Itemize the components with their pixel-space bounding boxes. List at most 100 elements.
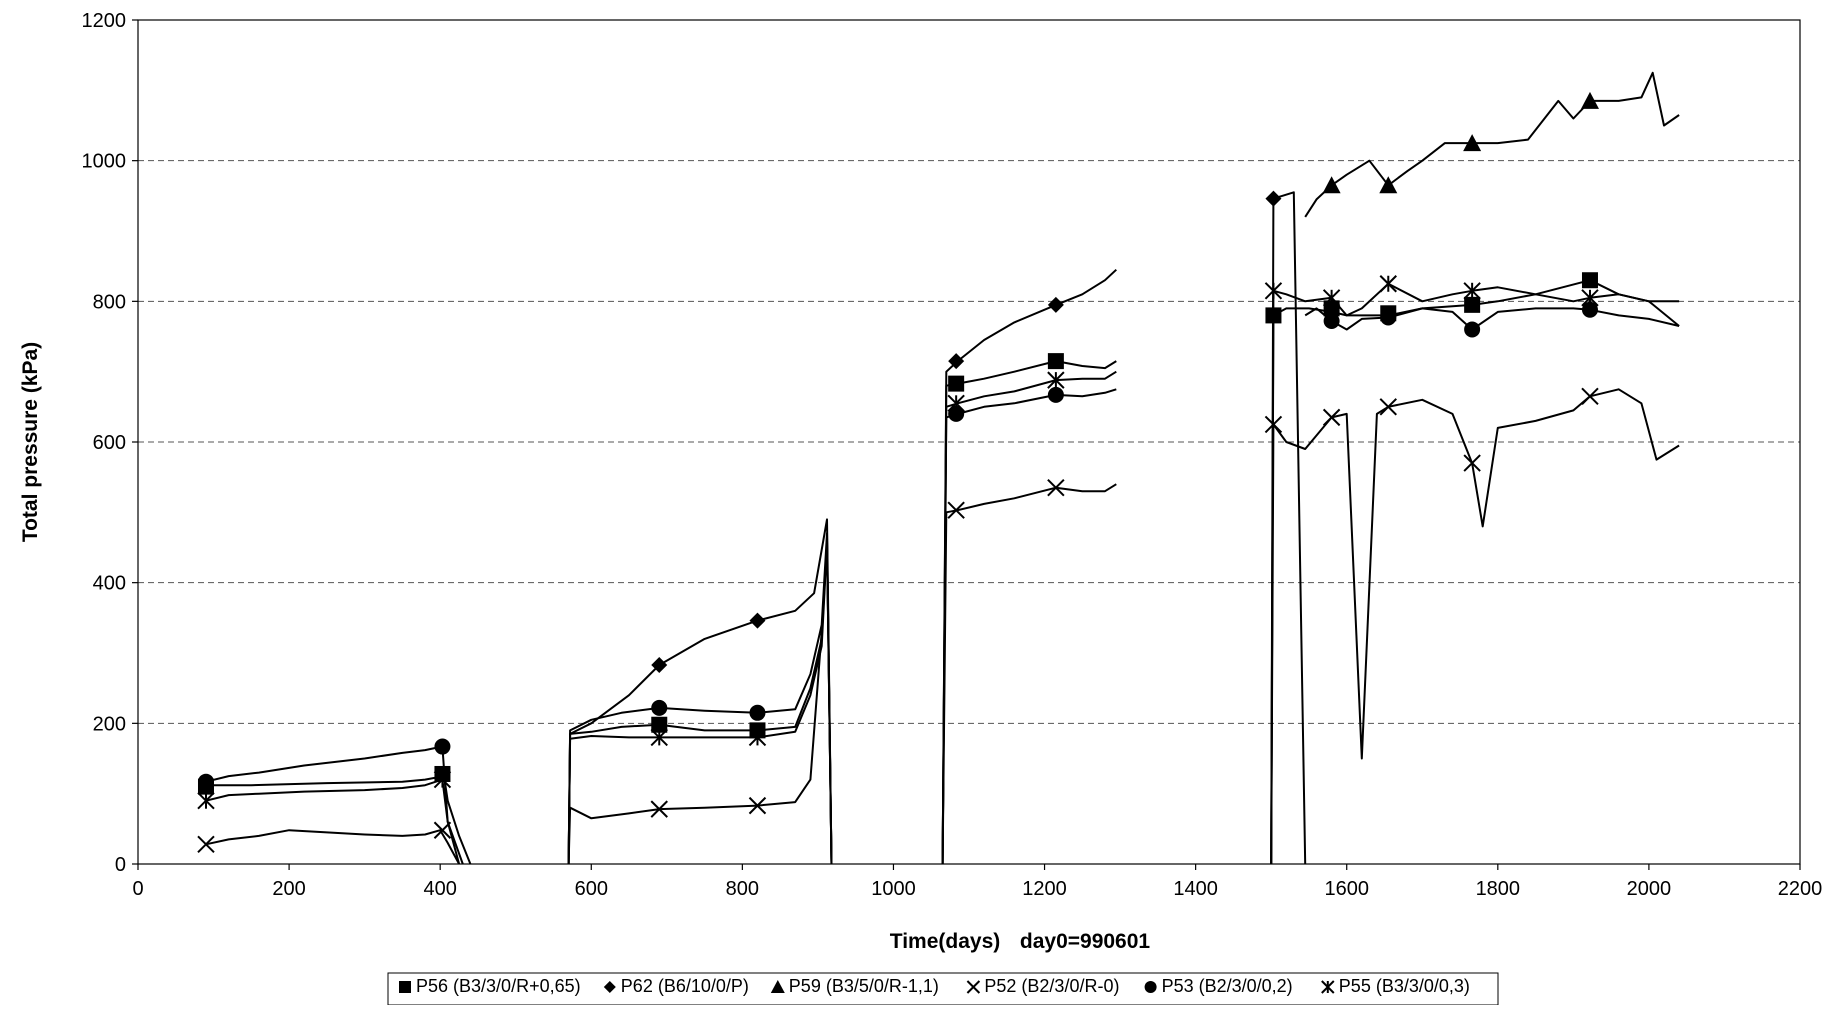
series-line-p56-seg1: [205, 775, 472, 865]
point-p55-5: [947, 394, 965, 413]
legend-label-p59: P59 (B3/5/0/R-1,1): [789, 976, 939, 996]
point-p53-9: [1464, 321, 1481, 338]
point-p52-7: [1264, 415, 1283, 434]
y-tick-label-1200: 1200: [82, 10, 127, 32]
point-p53-1: [197, 773, 214, 790]
legend-label-p56: P56 (B3/3/0/R+0,65): [416, 976, 581, 996]
legend-item-p55: P55 (B3/3/0/0,3): [1321, 976, 1470, 996]
point-p52-6: [1047, 479, 1065, 497]
x-tick-label-1400: 1400: [1173, 878, 1218, 900]
point-p55-7: [1264, 282, 1283, 300]
point-p53-4: [749, 704, 766, 721]
y-tick-label-1000: 1000: [82, 151, 127, 173]
point-p53-6: [1047, 386, 1064, 403]
y-tick-label-200: 200: [93, 713, 126, 735]
point-p55-3: [650, 728, 668, 747]
y-tick-label-800: 800: [93, 291, 126, 313]
x-tick-label-2000: 2000: [1627, 878, 1672, 900]
point-p56-6: [1047, 353, 1064, 370]
series-line-p62-seg2: [941, 268, 1117, 865]
series-line-p52-seg1: [205, 829, 460, 865]
point-p59-2: [1379, 176, 1398, 194]
series-markers: [197, 91, 1599, 854]
series-line-p53-seg2: [567, 532, 833, 865]
point-p56-3: [651, 716, 668, 733]
legend-marker-p56: [399, 981, 411, 993]
y-tick-label-400: 400: [93, 573, 126, 595]
point-p56-11: [1581, 272, 1598, 289]
point-p55-1: [197, 791, 215, 810]
gridlines: [138, 160, 1800, 724]
x-tick-label-600: 600: [575, 878, 608, 900]
x-tick-label-2200: 2200: [1778, 878, 1823, 900]
series-line-p53-seg1: [205, 745, 464, 865]
point-p55-9: [1379, 275, 1397, 293]
legend-marker-p59: [770, 980, 785, 993]
legend-marker-p53: [1144, 981, 1157, 993]
series-line-p55-seg2: [567, 543, 833, 865]
point-p52-4: [748, 796, 767, 815]
legend-item-p62: P62 (B6/10/0/P): [603, 976, 749, 996]
series-line-p53-seg3: [941, 388, 1117, 865]
legend-marker-p62: [603, 981, 616, 993]
x-tick-label-400: 400: [423, 878, 456, 900]
legend-marker-p52: [966, 980, 981, 994]
legend-item-p53: P53 (B2/3/0/0,2): [1144, 976, 1293, 996]
point-p52-1: [197, 835, 215, 854]
point-p52-8: [1322, 408, 1341, 427]
series-line-p55-seg4: [1270, 282, 1680, 865]
point-p53-5: [948, 405, 965, 422]
point-p56-7: [1265, 307, 1282, 324]
y-axis-title: Total pressure (kPa): [19, 342, 42, 542]
legend-item-p56: P56 (B3/3/0/R+0,65): [399, 976, 581, 996]
point-p52-3: [650, 800, 668, 818]
legend-box: [387, 972, 1499, 1006]
point-p59-4: [1580, 91, 1599, 109]
x-axis-day0-note: day0=990601: [1020, 930, 1151, 953]
point-p53-2: [434, 738, 451, 755]
point-p56-10: [1464, 296, 1481, 313]
point-p59-3: [1463, 134, 1482, 152]
x-tick-label-200: 200: [272, 878, 305, 900]
point-p62-1: [651, 656, 668, 673]
point-p62-2: [749, 612, 766, 629]
series-line-p62-seg1: [567, 518, 833, 865]
legend: P56 (B3/3/0/R+0,65) P62 (B6/10/0/P) P59 (B…: [387, 972, 1499, 1006]
point-p62-5: [1265, 190, 1282, 207]
series-line-p52-seg4: [1270, 388, 1680, 865]
series-line-p56-seg3: [941, 360, 1117, 865]
point-p55-6: [1047, 371, 1065, 389]
legend-item-p59: P59 (B3/5/0/R-1,1): [770, 976, 939, 996]
x-tick-label-1000: 1000: [871, 878, 916, 900]
legend-label-p62: P62 (B6/10/0/P): [621, 976, 749, 996]
series-line-p59-seg1: [1304, 71, 1680, 218]
point-p52-11: [1581, 387, 1599, 405]
point-p52-2: [433, 821, 452, 839]
point-p56-8: [1323, 300, 1340, 317]
series-lines: [205, 71, 1680, 865]
legend-label-p55: P55 (B3/3/0/0,3): [1339, 976, 1470, 996]
series-line-p56-seg4: [1270, 279, 1680, 865]
series-line-p53-seg4: [1304, 307, 1680, 331]
x-tick-label-1600: 1600: [1324, 878, 1369, 900]
point-p62-4: [1047, 296, 1064, 313]
point-p55-10: [1463, 282, 1481, 300]
point-p56-5: [948, 375, 965, 392]
x-axis-title: Time(days): [890, 930, 1001, 953]
x-tick-label-1800: 1800: [1476, 878, 1521, 900]
point-p52-9: [1379, 398, 1397, 416]
point-p55-2: [433, 770, 452, 789]
point-p55-11: [1581, 289, 1599, 307]
point-p52-10: [1463, 454, 1481, 472]
point-p62-3: [948, 353, 965, 370]
legend-item-p52: P52 (B2/3/0/R-0): [966, 976, 1119, 996]
y-tick-label-600: 600: [93, 432, 126, 454]
axis-ticks: 0 200 400 600 800 1000 1200 0 200 400 600 800 1000 12…: [82, 10, 1823, 900]
point-p59-1: [1322, 176, 1341, 194]
x-tick-label-800: 800: [726, 878, 759, 900]
y-tick-label-0: 0: [115, 854, 126, 876]
point-p55-8: [1322, 289, 1341, 307]
point-p53-7: [1323, 313, 1340, 330]
